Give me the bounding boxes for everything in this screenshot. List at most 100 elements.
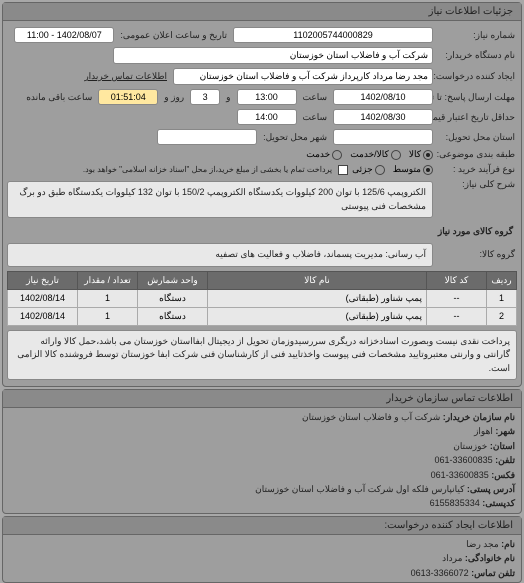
row-general-desc: شرح کلی نیاز: الکتروپمپ 125/6 با توان 20…: [7, 177, 517, 222]
row-buyer-org: نام دستگاه خریدار: شرکت آب و فاضلاب استا…: [7, 45, 517, 66]
response-time-field: 13:00: [237, 89, 297, 105]
packaging-opt3[interactable]: خدمت: [306, 149, 342, 160]
details-panel: جزئیات اطلاعات نیاز شماره نیاز: 11020057…: [2, 2, 522, 387]
treasury-checkbox[interactable]: [338, 165, 348, 175]
panel-body: شماره نیاز: 1102005744000829 تاریخ و ساع…: [3, 21, 521, 386]
th-name: نام کالا: [208, 271, 427, 289]
packaging-opt1-label: کالا: [409, 149, 421, 160]
goods-category-field: آب رسانی: مدیریت پسماند، فاضلاب و فعالیت…: [7, 243, 433, 267]
row-requester: ایجاد کننده درخواست: مجد رضا مرداد کارپر…: [7, 66, 517, 87]
th-unit: واحد شمارش: [138, 271, 208, 289]
phone-value: 33600835-061: [435, 455, 493, 465]
req-family-label: نام خانوادگی:: [465, 553, 515, 563]
req-family-value: مرداد: [442, 553, 462, 563]
contact-body: نام سازمان خریدار: شرکت آب و فاضلاب استا…: [3, 408, 521, 513]
row-validity: حداقل تاریخ اعتبار قیمت: تا تاریخ: 1402/…: [7, 107, 517, 127]
announce-date-field: 1402/08/07 - 11:00: [14, 27, 114, 43]
purchase-type-radio-group: متوسط جزئی: [352, 164, 433, 175]
goods-category-label: گروه کالا:: [437, 249, 517, 260]
cell: 1: [78, 289, 138, 307]
row-goods-category: گروه کالا: آب رسانی: مدیریت پسماند، فاضل…: [7, 239, 517, 271]
announce-date-label: تاریخ و ساعت اعلان عمومی:: [118, 30, 229, 41]
contact-panel-header: اطلاعات تماس سازمان خریدار: [3, 390, 521, 408]
th-qty: تعداد / مقدار: [78, 271, 138, 289]
th-date: تاریخ نیاز: [8, 271, 78, 289]
radio-icon: [332, 150, 342, 160]
table-header-row: ردیف کد کالا نام کالا واحد شمارش تعداد /…: [8, 271, 517, 289]
cell: 1402/08/14: [8, 307, 78, 325]
org-name-label: نام سازمان خریدار:: [443, 412, 515, 422]
cell: پمپ شناور (طبقاتی): [208, 289, 427, 307]
delivery-city-field: [157, 129, 257, 145]
org-name-value: شرکت آب و فاضلاب استان خوزستان: [302, 412, 440, 422]
response-remain-field: 01:51:04: [98, 89, 158, 105]
city-label: شهر:: [495, 426, 515, 436]
response-deadline-date: 1402/08/10: [333, 89, 433, 105]
general-desc-label: شرح کلی نیاز:: [437, 179, 517, 190]
row-request-number: شماره نیاز: 1102005744000829 تاریخ و ساع…: [7, 25, 517, 45]
request-number-label: شماره نیاز:: [437, 30, 517, 41]
province-value: خوزستان: [453, 441, 487, 451]
contact-panel: اطلاعات تماس سازمان خریدار نام سازمان خر…: [2, 389, 522, 514]
buyer-contact-link[interactable]: اطلاعات تماس خریدار: [82, 71, 169, 82]
cell: --: [427, 289, 487, 307]
response-time-label: ساعت: [301, 92, 330, 103]
cell: 1402/08/14: [8, 289, 78, 307]
postal-code-value: 6155835334: [430, 498, 480, 508]
cell: 2: [487, 307, 517, 325]
table-row: 1 -- پمپ شناور (طبقاتی) دستگاه 1 1402/08…: [8, 289, 517, 307]
th-row: ردیف: [487, 271, 517, 289]
validity-time-label: ساعت: [301, 112, 330, 123]
terms-field: پرداخت نقدی نیست وبصورت اسنادخزانه دریگر…: [7, 330, 517, 381]
cell: دستگاه: [138, 289, 208, 307]
th-code: کد کالا: [427, 271, 487, 289]
buyer-org-label: نام دستگاه خریدار:: [437, 50, 517, 61]
purchase-opt1[interactable]: متوسط: [393, 164, 433, 175]
req-phone-value: 3366072-0613: [411, 568, 469, 578]
delivery-state-label: استان محل تحویل:: [437, 132, 517, 143]
packaging-label: طبقه بندی موضوعی:: [437, 149, 517, 160]
response-days-label: و: [224, 92, 232, 103]
cell: --: [427, 307, 487, 325]
radio-icon: [391, 150, 401, 160]
cell: 1: [487, 289, 517, 307]
buyer-org-field: شرکت آب و فاضلاب استان خوزستان: [113, 47, 433, 64]
response-days-field: 3: [190, 89, 220, 105]
fax-value: 33600835-061: [431, 470, 489, 480]
response-remain-label: روز و: [162, 92, 186, 103]
cell: پمپ شناور (طبقاتی): [208, 307, 427, 325]
cell: 1: [78, 307, 138, 325]
fax-label: فکس:: [491, 470, 515, 480]
radio-icon: [375, 165, 385, 175]
radio-icon: [423, 165, 433, 175]
requester-panel-header: اطلاعات ایجاد کننده درخواست:: [3, 517, 521, 535]
requester-body: نام: مجد رضا نام خانوادگی: مرداد تلفن تم…: [3, 535, 521, 582]
row-delivery-loc: استان محل تحویل: شهر محل تحویل:: [7, 127, 517, 147]
packaging-opt2-label: کالا/خدمت: [350, 149, 389, 160]
radio-icon: [423, 150, 433, 160]
purchase-opt1-label: متوسط: [393, 164, 421, 175]
req-name-value: مجد رضا: [466, 539, 499, 549]
delivery-city-label: شهر محل تحویل:: [261, 132, 329, 143]
delivery-state-field: [333, 129, 433, 145]
response-remain-suffix: ساعت باقی مانده: [24, 92, 94, 103]
purchase-opt2-label: جزئی: [352, 164, 373, 175]
panel-header: جزئیات اطلاعات نیاز: [3, 3, 521, 21]
packaging-opt2[interactable]: کالا/خدمت: [350, 149, 401, 160]
purchase-type-label: نوع فرآیند خرید :: [437, 164, 517, 175]
table-row: 2 -- پمپ شناور (طبقاتی) دستگاه 1 1402/08…: [8, 307, 517, 325]
postal-code-label: کدپستی:: [482, 498, 515, 508]
packaging-radio-group: کالا کالا/خدمت خدمت: [306, 149, 433, 160]
phone-label: تلفن:: [495, 455, 515, 465]
goods-table: ردیف کد کالا نام کالا واحد شمارش تعداد /…: [7, 271, 517, 326]
validity-date-field: 1402/08/30: [333, 109, 433, 125]
general-desc-field: الکتروپمپ 125/6 با توان 200 کیلووات یکدس…: [7, 181, 433, 218]
validity-time-field: 14:00: [237, 109, 297, 125]
purchase-note: پرداخت تمام یا بخشی از مبلغ خرید،از محل …: [81, 165, 334, 174]
row-response-deadline: مهلت ارسال پاسخ: تا تاریخ: 1402/08/10 سا…: [7, 87, 517, 107]
requester-field: مجد رضا مرداد کارپرداز شرکت آب و فاضلاب …: [173, 68, 433, 85]
packaging-opt1[interactable]: کالا: [409, 149, 433, 160]
purchase-opt2[interactable]: جزئی: [352, 164, 385, 175]
validity-label: حداقل تاریخ اعتبار قیمت: تا تاریخ:: [437, 112, 517, 123]
city-value: اهواز: [474, 426, 493, 436]
